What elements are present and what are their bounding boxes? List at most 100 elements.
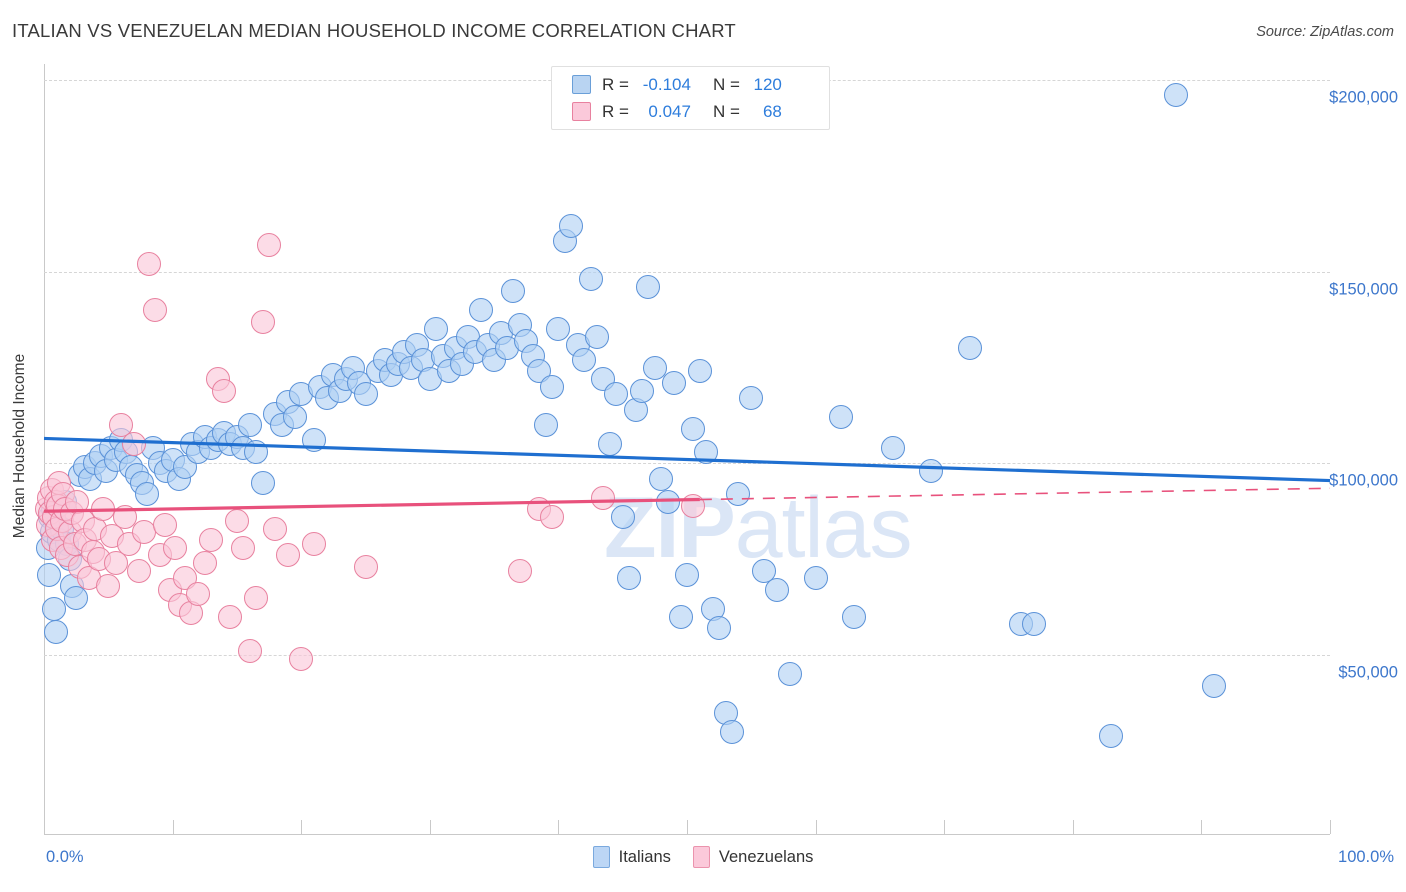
- scatter-point: [765, 577, 790, 602]
- scatter-point: [681, 416, 706, 441]
- scatter-point: [726, 482, 751, 506]
- scatter-point: [237, 413, 262, 437]
- scatter-point: [64, 585, 89, 610]
- scatter-point: [597, 432, 622, 457]
- scatter-point: [687, 359, 712, 384]
- x-axis-tick: [687, 820, 688, 834]
- x-axis-line: [44, 834, 1330, 835]
- scatter-point: [250, 470, 275, 495]
- scatter-point: [257, 232, 282, 257]
- scatter-point: [91, 497, 116, 522]
- stats-row-italians: R = -0.104 N = 120: [572, 71, 782, 98]
- scatter-point: [132, 520, 157, 545]
- scatter-point: [842, 604, 867, 629]
- x-axis-tick: [1072, 820, 1074, 834]
- x-axis-tick: [1330, 820, 1331, 834]
- scatter-point: [289, 382, 314, 407]
- scatter-point: [604, 382, 629, 407]
- scatter-point: [681, 493, 706, 518]
- scatter-point: [539, 374, 564, 399]
- scatter-point: [649, 466, 674, 491]
- legend-swatch-venezuelans: [692, 846, 710, 868]
- scatter-point: [96, 574, 121, 598]
- scatter-point: [289, 646, 314, 671]
- scatter-point: [199, 528, 224, 552]
- venezuelans-color-swatch: [572, 102, 591, 121]
- y-axis-title-label: Median Household Income: [11, 353, 29, 539]
- x-axis-tick: [558, 820, 560, 834]
- scatter-point: [572, 347, 597, 372]
- scatter-point: [507, 558, 532, 583]
- y-axis-tick-label: $150,000: [1329, 280, 1398, 299]
- scatter-point: [134, 482, 159, 506]
- scatter-point: [231, 535, 256, 560]
- scatter-point: [584, 324, 609, 349]
- scatter-point: [675, 562, 699, 587]
- x-axis-tick: [44, 820, 45, 834]
- y-axis-title: Median Household Income: [6, 0, 34, 892]
- scatter-point: [302, 531, 327, 556]
- scatter-point: [127, 558, 152, 583]
- scatter-point: [417, 367, 442, 391]
- scatter-point: [919, 459, 944, 483]
- x-axis-tick: [1201, 820, 1203, 834]
- italians-n-value: 120: [753, 74, 782, 94]
- x-axis-tick: [301, 820, 303, 834]
- scatter-point: [244, 585, 269, 610]
- scatter-point: [424, 317, 449, 342]
- legend-label-italians: Italians: [618, 847, 671, 866]
- scatter-point: [617, 566, 642, 591]
- scatter-point: [1202, 673, 1227, 698]
- page-title: ITALIAN VS VENEZUELAN MEDIAN HOUSEHOLD I…: [12, 20, 736, 41]
- trendline-venezuelans-projected: [699, 487, 1331, 501]
- italians-r-value: -0.104: [642, 74, 691, 94]
- scatter-point: [43, 620, 68, 644]
- scatter-point: [720, 719, 744, 744]
- scatter-point: [152, 512, 177, 537]
- x-axis-tick: [172, 820, 174, 834]
- scatter-point: [539, 505, 564, 529]
- stats-row-venezuelans: R = 0.047 N = 68: [572, 98, 782, 125]
- scatter-point: [137, 252, 162, 276]
- x-axis-tick: [944, 820, 946, 834]
- gridline: [44, 271, 1330, 273]
- scatter-point: [501, 278, 526, 303]
- scatter-point: [122, 432, 147, 457]
- scatter-point: [469, 298, 494, 322]
- y-axis-tick-label: $200,000: [1329, 88, 1398, 107]
- x-axis-min-label: 0.0%: [46, 848, 84, 866]
- legend-item-italians[interactable]: Italians: [592, 846, 671, 868]
- scatter-point: [623, 397, 648, 422]
- scatter-point: [668, 604, 693, 629]
- scatter-point: [218, 604, 243, 629]
- x-axis-tick: [815, 820, 817, 834]
- italians-r-label: R =: [602, 74, 629, 94]
- venezuelans-r-value: 0.047: [648, 101, 691, 121]
- y-axis-tick-label: $100,000: [1329, 471, 1398, 490]
- scatter-point: [282, 405, 307, 430]
- scatter-point: [957, 336, 982, 361]
- scatter-point: [880, 436, 905, 460]
- scatter-point: [163, 535, 188, 560]
- scatter-point: [192, 551, 217, 575]
- scatter-point: [250, 309, 275, 334]
- scatter-point: [559, 213, 584, 238]
- correlation-stats-box: R = -0.104 N = 120 R = 0.047 N = 68: [551, 66, 830, 130]
- scatter-point: [694, 439, 719, 464]
- scatter-point: [353, 382, 378, 407]
- gridline: [44, 655, 1330, 656]
- legend-item-venezuelans[interactable]: Venezuelans: [692, 846, 814, 868]
- scatter-point: [610, 505, 635, 529]
- series-legend: Italians Venezuelans: [0, 846, 1406, 868]
- scatter-point: [244, 439, 269, 464]
- x-axis-max-label: 100.0%: [1338, 848, 1394, 866]
- scatter-point: [777, 662, 802, 687]
- scatter-point: [212, 378, 237, 403]
- scatter-point: [1022, 612, 1047, 637]
- scatter-point: [1163, 83, 1188, 108]
- y-axis-tick-label: $50,000: [1338, 663, 1398, 682]
- legend-swatch-italians: [592, 846, 610, 868]
- legend-label-venezuelans: Venezuelans: [718, 847, 814, 866]
- scatter-point: [263, 516, 288, 541]
- scatter-point: [237, 639, 262, 664]
